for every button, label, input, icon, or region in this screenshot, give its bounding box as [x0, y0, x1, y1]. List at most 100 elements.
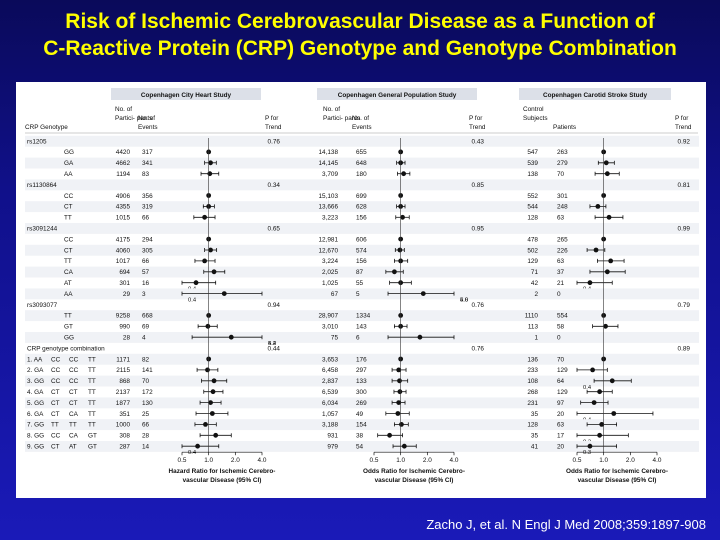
events-value: 655: [356, 149, 367, 156]
events-value: 180: [356, 171, 367, 178]
ci-truncation-label: 4.2: [268, 341, 276, 347]
participants-value: 128: [527, 215, 538, 222]
x-axis-label: vascular Disease (95% CI): [375, 477, 454, 484]
genotype-label: CA: [69, 433, 79, 440]
events-value: 38: [356, 433, 364, 440]
estimate-point: [205, 323, 211, 329]
participants-value: 6,034: [322, 400, 338, 407]
genotype-label: 4. GA: [27, 389, 44, 396]
genotype-label: AA: [64, 171, 73, 178]
estimate-point: [595, 204, 601, 209]
events-value: 156: [356, 258, 367, 265]
ci-truncation-label: 0.4: [583, 385, 592, 391]
participants-value: 6,539: [322, 389, 338, 396]
slide-title: Risk of Ischemic Cerebrovascular Disease…: [0, 8, 720, 62]
estimate-point: [392, 269, 397, 275]
genotype-label: TT: [88, 389, 96, 396]
estimate-point: [608, 258, 614, 264]
estimate-point: [208, 160, 213, 166]
participants-value: 979: [327, 444, 338, 451]
estimate-point: [193, 280, 199, 286]
row-band: [25, 375, 699, 387]
events-value: 3: [142, 291, 146, 298]
events-value: 20: [557, 411, 565, 418]
snp-label: rs1130864: [27, 182, 57, 189]
participants-value: 35: [531, 433, 539, 440]
events-value: 279: [557, 160, 568, 167]
events-value: 133: [356, 378, 367, 385]
participants-value: 268: [527, 389, 538, 396]
events-value: 37: [557, 269, 565, 276]
estimate-point: [213, 432, 219, 438]
x-axis-label: Hazard Ratio for Ischemic Cerebro-: [169, 468, 276, 475]
col-header-p-trend: Trend: [265, 124, 282, 131]
x-axis-label: Odds Ratio for Ischemic Cerebro-: [363, 468, 465, 475]
col-header-participants: Partici- pants: [323, 115, 360, 122]
estimate-point: [603, 323, 608, 329]
participants-value: 138: [527, 171, 538, 178]
x-axis-label: Odds Ratio for Ischemic Cerebro-: [566, 468, 668, 475]
row-band: [25, 201, 699, 213]
participants-value: 308: [119, 433, 130, 440]
row-band: [25, 310, 699, 322]
events-value: 319: [142, 204, 153, 211]
col-header-p-trend: Trend: [675, 124, 692, 131]
p-trend-value: 0.76: [268, 138, 281, 145]
events-value: 143: [356, 324, 367, 331]
genotype-label: CT: [51, 411, 60, 418]
genotype-label: 5. GG: [27, 400, 44, 407]
col-header-events: Events: [352, 124, 372, 131]
col-header-p-trend: P for: [265, 115, 279, 122]
col-header-participants: Subjects: [523, 115, 548, 122]
row-band: [25, 419, 699, 431]
events-value: 28: [142, 433, 150, 440]
x-tick-label: 1.0: [204, 457, 213, 464]
genotype-label: CT: [64, 247, 73, 254]
events-value: 294: [142, 236, 153, 243]
row-band: [25, 353, 699, 365]
participants-value: 1000: [116, 422, 131, 429]
genotype-label: CT: [69, 400, 78, 407]
estimate-point: [211, 269, 217, 275]
genotype-label: CT: [51, 400, 60, 407]
events-value: 141: [142, 367, 153, 374]
genotype-label: GT: [64, 324, 73, 331]
events-value: 1334: [356, 313, 371, 320]
estimate-point: [401, 443, 407, 449]
genotype-label: TT: [88, 411, 96, 418]
genotype-label: CT: [64, 204, 73, 211]
events-value: 54: [356, 444, 364, 451]
events-value: 263: [557, 149, 568, 156]
participants-value: 3,188: [322, 422, 338, 429]
participants-value: 868: [119, 378, 130, 385]
ci-truncation-label: 0.4: [188, 298, 197, 304]
estimate-point: [611, 411, 617, 416]
row-band: [25, 135, 699, 147]
p-trend-value: 0.65: [268, 226, 281, 233]
col-header-p-trend: P for: [675, 115, 689, 122]
snp-label: rs1205: [27, 138, 47, 145]
events-value: 129: [557, 367, 568, 374]
genotype-label: CC: [51, 367, 61, 374]
estimate-point: [399, 422, 404, 427]
participants-value: 3,709: [322, 171, 338, 178]
participants-value: 1110: [525, 313, 539, 320]
estimate-point: [210, 389, 216, 395]
genotype-label: 8. GG: [27, 433, 44, 440]
citation: Zacho J, et al. N Engl J Med 2008;359:18…: [426, 517, 706, 532]
participants-value: 4060: [116, 247, 131, 254]
participants-value: 129: [527, 258, 538, 265]
forest-plot-panel: Copenhagen City Heart Study No. of Partici…: [16, 82, 706, 498]
col-header-events: Events: [138, 124, 158, 131]
events-value: 248: [557, 204, 568, 211]
genotype-label: 7. GG: [27, 422, 44, 429]
p-trend-value: 0.43: [472, 138, 485, 145]
ci-truncation-label: 0.4: [188, 450, 197, 456]
genotype-label: CA: [64, 269, 74, 276]
estimate-point: [593, 247, 599, 253]
estimate-point: [195, 443, 200, 449]
events-value: 154: [356, 422, 367, 429]
events-value: 66: [142, 258, 150, 265]
events-value: 83: [142, 171, 150, 178]
genotype-label: CC: [51, 378, 61, 385]
